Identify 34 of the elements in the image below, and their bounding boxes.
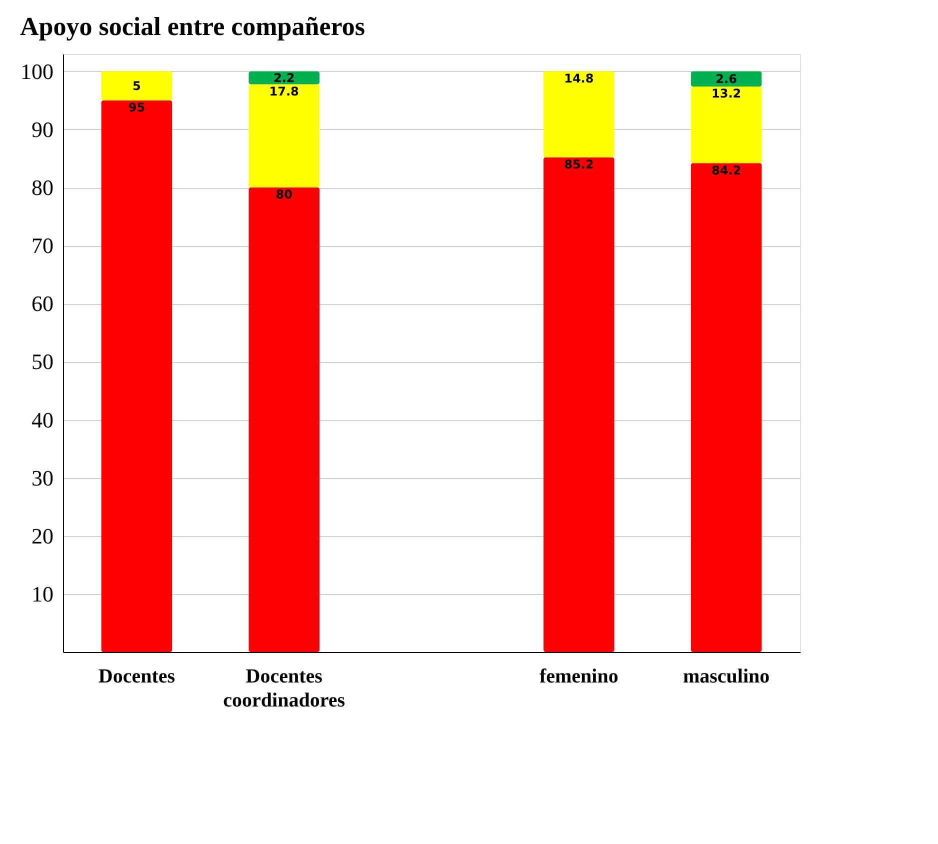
chart-title: Apoyo social entre compañeros: [20, 12, 365, 41]
y-tick-label: 100: [20, 58, 54, 84]
data-label: 95: [128, 100, 146, 115]
data-label: 85.2: [564, 158, 594, 172]
bar: [690, 86, 762, 164]
y-tick-label: 70: [32, 233, 54, 258]
y-tick-label: 40: [32, 407, 54, 432]
bar: [248, 84, 320, 188]
data-label: 14.8: [564, 72, 594, 86]
x-tick-label: Docentes: [98, 666, 176, 688]
bar: [248, 188, 320, 652]
x-tick-label: Docentes coordinadores: [223, 666, 346, 712]
data-label: 5: [132, 78, 141, 93]
bar: [101, 71, 172, 100]
y-tick-label: 90: [32, 116, 54, 142]
data-label: 2.2: [273, 70, 295, 85]
y-tick-label: 30: [32, 465, 54, 490]
bar: [101, 100, 172, 652]
y-tick-label: 50: [32, 349, 54, 374]
bar: [690, 71, 762, 87]
bar: [690, 163, 762, 652]
y-tick-label: 80: [32, 175, 54, 200]
data-label: 84.2: [711, 163, 742, 178]
bar: [544, 157, 614, 652]
data-label: 13.2: [711, 86, 742, 101]
data-label: 17.8: [269, 84, 299, 98]
x-tick-label: masculino: [682, 666, 770, 688]
y-tick-label: 10: [32, 581, 54, 606]
y-tick-label: 20: [32, 523, 54, 548]
x-tick-label: femenino: [539, 666, 618, 688]
data-label: 2.6: [716, 72, 737, 86]
bar: [544, 71, 614, 158]
data-label: 80: [276, 188, 292, 202]
y-tick-label: 60: [32, 291, 54, 316]
